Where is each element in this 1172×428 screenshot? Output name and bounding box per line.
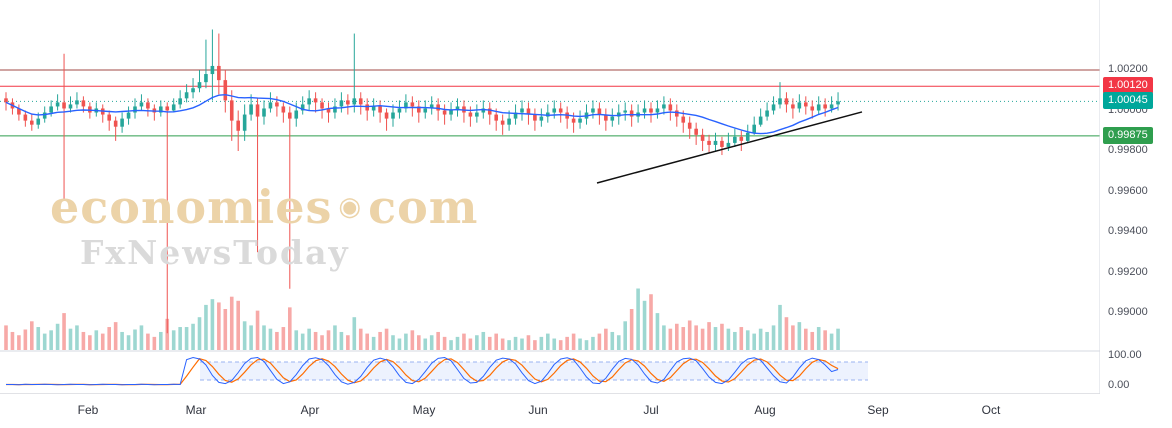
month-label: Oct xyxy=(981,403,1001,417)
month-label: May xyxy=(412,403,436,417)
month-label: Apr xyxy=(300,403,320,417)
volume-bars xyxy=(4,288,840,350)
price-scale-label: 0.99600 xyxy=(1108,184,1148,197)
price-badge: 1.00045 xyxy=(1103,92,1153,110)
trendline-group[interactable] xyxy=(596,111,863,184)
candles xyxy=(4,29,840,334)
pane-separators xyxy=(0,0,1172,395)
stoch-scale-label: 0.00 xyxy=(1108,379,1130,391)
ascending-trendline[interactable] xyxy=(596,111,863,184)
stochastic-pane xyxy=(6,356,868,386)
horizontal-price-lines[interactable] xyxy=(0,69,1100,137)
month-label: Feb xyxy=(77,403,99,417)
stoch-scale-label: 100.00 xyxy=(1108,349,1142,361)
month-label: Jul xyxy=(643,403,659,417)
price-badge: 0.99875 xyxy=(1103,126,1153,144)
price-scale[interactable]: 1.00200 1.00000 0.99800 0.99600 0.99400 0.992… xyxy=(1100,0,1172,394)
month-label: Jun xyxy=(528,403,548,417)
time-scale[interactable]: Feb Mar Apr May Jun Jul Aug Sep Oct xyxy=(0,394,1172,428)
stoch-k-line xyxy=(6,356,839,386)
price-scale-label: 0.99200 xyxy=(1108,265,1148,278)
price-scale-label: 0.99800 xyxy=(1108,144,1148,156)
month-label: Aug xyxy=(754,403,776,417)
month-label: Mar xyxy=(185,403,207,417)
price-scale-label: 0.99400 xyxy=(1108,225,1148,237)
price-badge: 1.00120 xyxy=(1103,77,1153,95)
month-label: Sep xyxy=(867,403,889,417)
moving-average-line xyxy=(5,93,839,135)
price-scale-label: 1.00200 xyxy=(1108,63,1148,75)
price-scale-label: 0.99000 xyxy=(1108,306,1148,318)
